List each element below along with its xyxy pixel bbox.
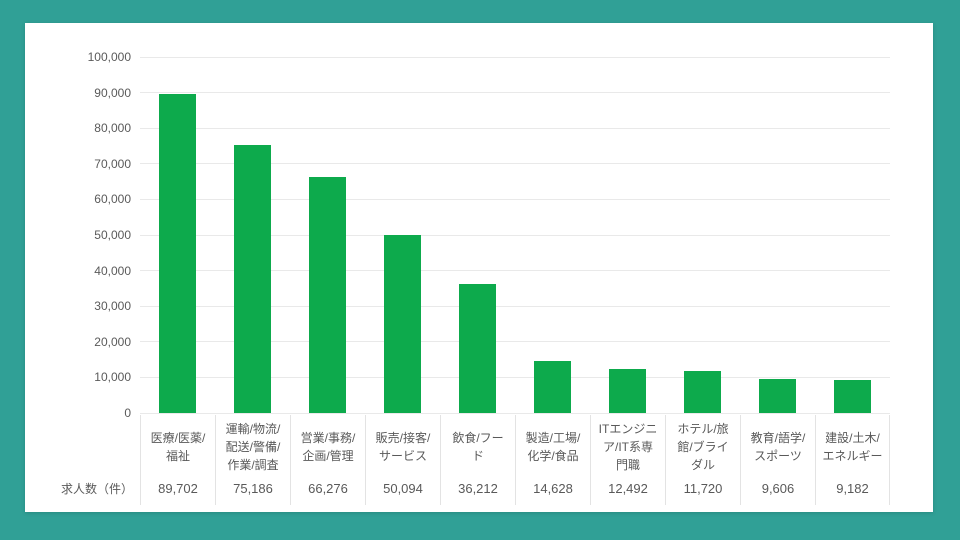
y-tick-label: 90,000 (94, 85, 131, 100)
category-label: ITエンジニ ア/IT系専 門職 (598, 422, 658, 472)
category-cell: 営業/事務/ 企画/管理 66,276 (290, 415, 365, 505)
category-value: 9,606 (761, 481, 795, 496)
category-cell: 建設/土木/ エネルギー 9,182 (815, 415, 890, 505)
gridline (140, 376, 890, 378)
gridline (140, 412, 890, 414)
bar (834, 380, 871, 413)
y-tick-label: 70,000 (94, 156, 131, 171)
bar-column (365, 234, 440, 413)
gridline (140, 270, 890, 272)
gridline (140, 198, 890, 200)
y-tick-label: 10,000 (94, 370, 131, 385)
gridline (140, 341, 890, 343)
gridline (140, 127, 890, 129)
category-value: 50,094 (383, 481, 423, 496)
bar-column (590, 368, 665, 413)
y-tick-label: 40,000 (94, 263, 131, 278)
bar-column (665, 371, 740, 413)
bar-column (815, 380, 890, 413)
category-label: 教育/語学/ スポーツ (750, 431, 806, 463)
bar-column (140, 93, 215, 413)
category-value: 12,492 (608, 481, 648, 496)
bar-column (515, 360, 590, 413)
gridline (140, 234, 890, 236)
bar (459, 284, 496, 413)
category-label: 建設/土木/ エネルギー (822, 431, 883, 463)
gridline (140, 305, 890, 307)
y-tick-label: 60,000 (94, 192, 131, 207)
y-tick-label: 0 (124, 406, 131, 420)
category-value: 11,720 (683, 481, 723, 496)
category-table: 医療/医薬/ 福祉 89,702 運輸/物流/ 配送/警備/ 作業/調査 75,… (140, 415, 890, 505)
y-tick-label: 100,000 (87, 50, 131, 64)
y-tick-label: 20,000 (94, 334, 131, 349)
category-label: ホテル/旅 館/ブライ ダル (677, 422, 729, 472)
bar-column (290, 177, 365, 413)
chart-card: 100,000 90,000 80,000 70,000 60,000 50,000 40,… (25, 23, 933, 512)
category-label: 営業/事務/ 企画/管理 (300, 431, 356, 463)
bar (609, 368, 646, 413)
category-value: 36,212 (458, 481, 498, 496)
category-cell: ホテル/旅 館/ブライ ダル 11,720 (665, 415, 740, 505)
category-label: 医療/医薬/ 福祉 (150, 431, 206, 463)
category-label: 飲食/フー ド (452, 431, 504, 463)
category-cell: 販売/接客/ サービス 50,094 (365, 415, 440, 505)
bar (534, 360, 571, 413)
y-tick-label: 30,000 (94, 299, 131, 314)
category-label: 運輸/物流/ 配送/警備/ 作業/調査 (225, 422, 281, 472)
bar-column (440, 284, 515, 413)
bar-column (215, 145, 290, 413)
y-tick-label: 80,000 (94, 121, 131, 136)
category-cell: 製造/工場/ 化学/食品 14,628 (515, 415, 590, 505)
category-value: 9,182 (836, 481, 869, 496)
category-value: 75,186 (233, 481, 273, 496)
bar-chart-plot-area (140, 56, 890, 414)
bar (759, 378, 796, 413)
y-tick-label: 50,000 (94, 228, 131, 242)
gridline (140, 92, 890, 94)
bar-series (140, 57, 890, 413)
bar (159, 93, 196, 413)
category-cell: 教育/語学/ スポーツ 9,606 (740, 415, 815, 505)
bar (684, 371, 721, 413)
bar-column (740, 378, 815, 413)
axis-unit-label: 求人数（件） (60, 482, 133, 496)
category-cell: 医療/医薬/ 福祉 89,702 (140, 415, 215, 505)
category-label: 製造/工場/ 化学/食品 (525, 431, 581, 463)
category-value: 66,276 (308, 481, 348, 496)
gridline (140, 56, 890, 58)
gridline (140, 163, 890, 165)
category-cell: 運輸/物流/ 配送/警備/ 作業/調査 75,186 (215, 415, 290, 505)
category-value: 89,702 (158, 481, 198, 496)
category-label: 販売/接客/ サービス (375, 431, 431, 463)
bar (384, 234, 421, 413)
category-cell: ITエンジニ ア/IT系専 門職 12,492 (590, 415, 665, 505)
bar (309, 177, 346, 413)
category-cell: 飲食/フー ド 36,212 (440, 415, 515, 505)
category-value: 14,628 (533, 481, 573, 496)
bar (234, 145, 271, 413)
